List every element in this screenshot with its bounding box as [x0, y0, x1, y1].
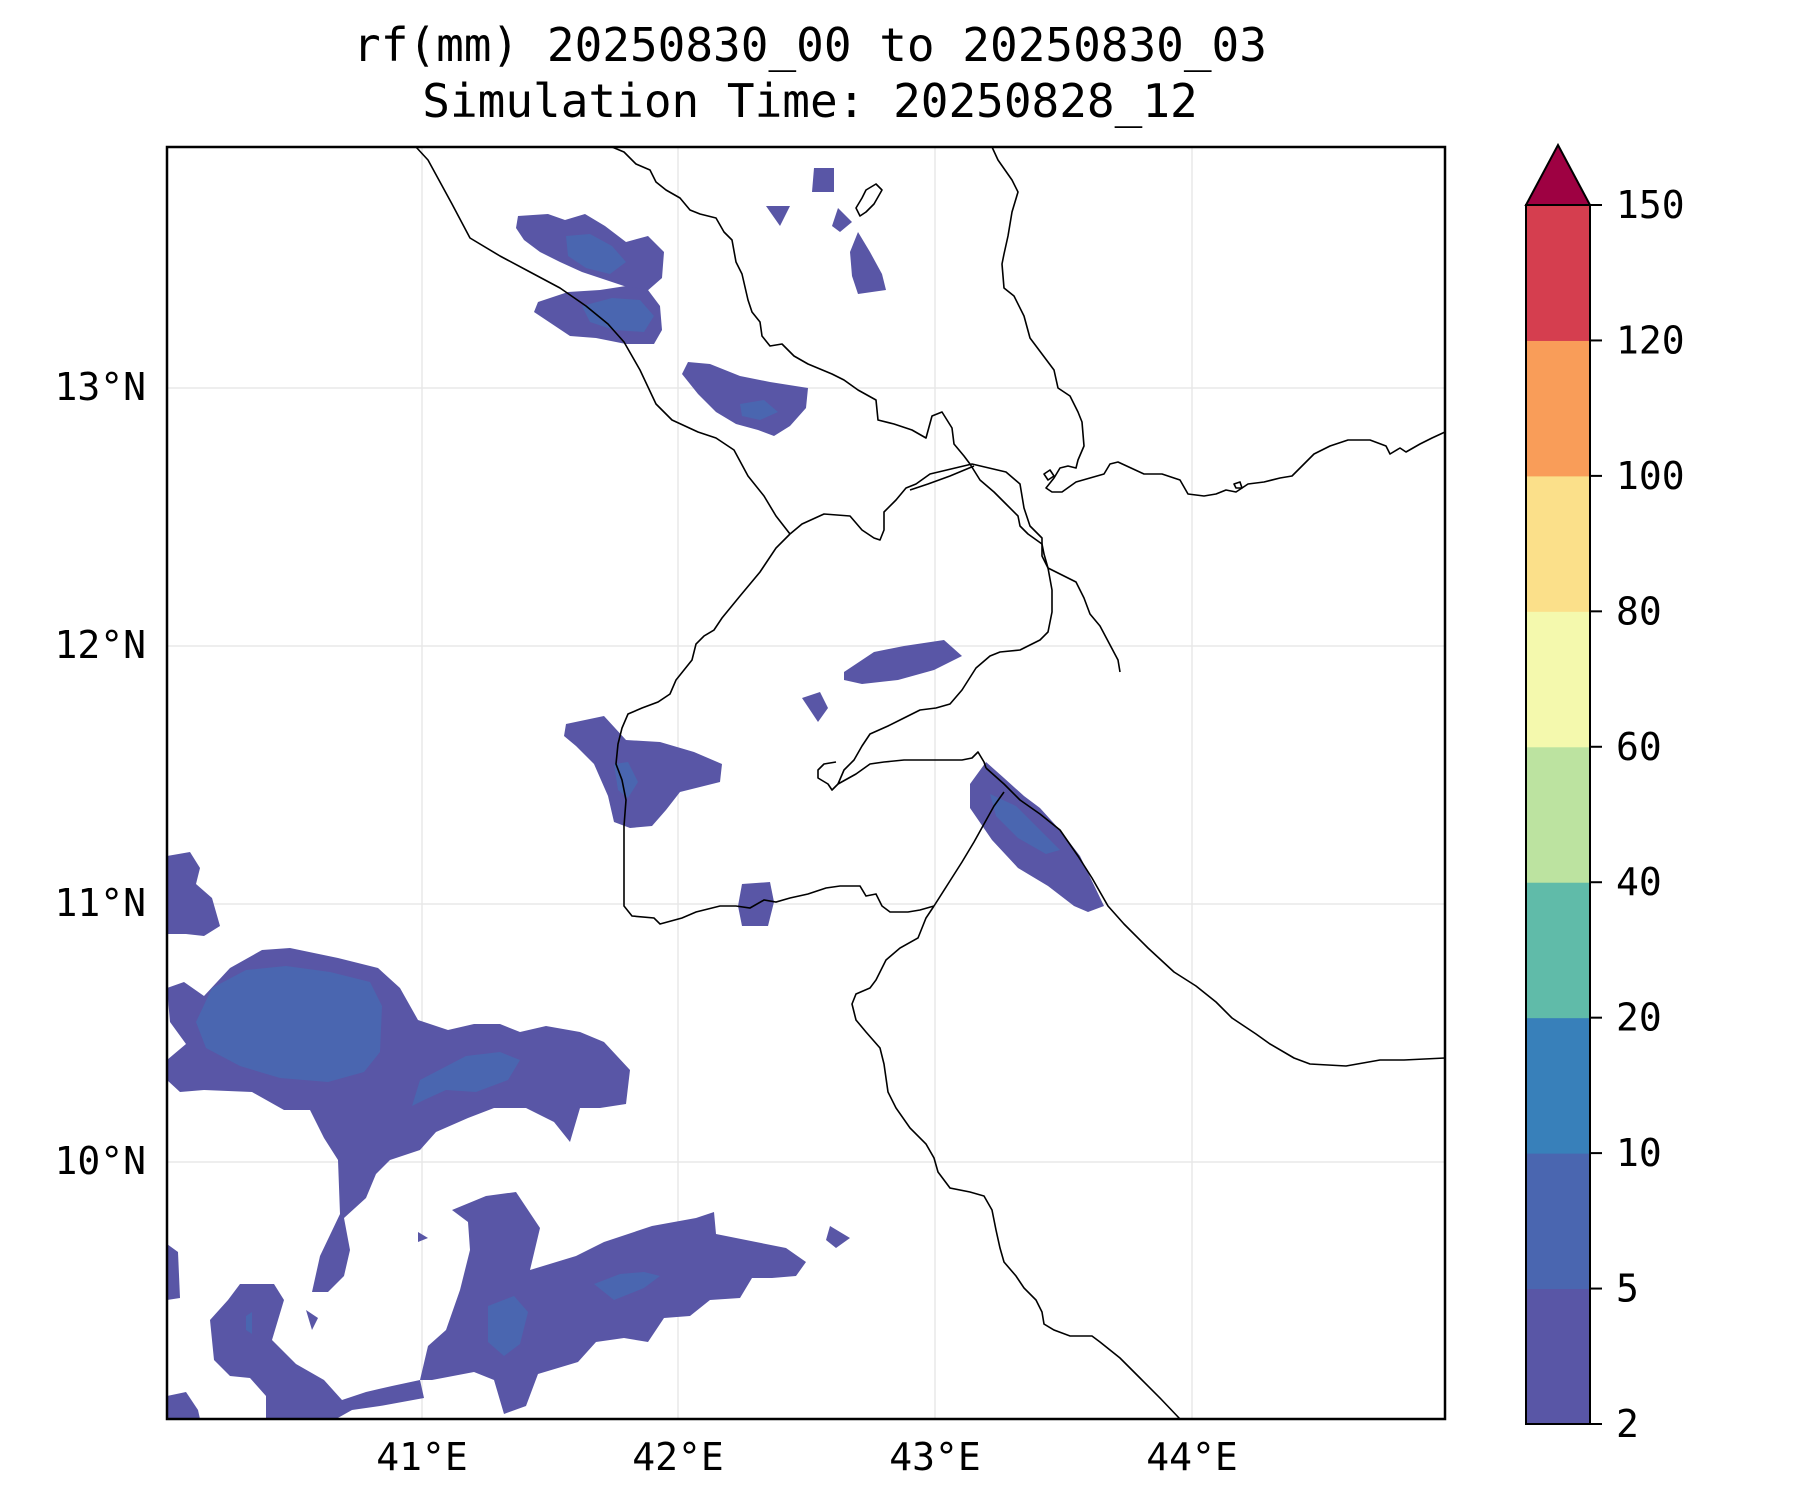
coastline	[415, 146, 791, 535]
rain-area	[812, 168, 834, 192]
colorbar-outline	[1525, 204, 1591, 1425]
rain-area	[566, 234, 626, 274]
colorbar-segment	[1526, 205, 1590, 341]
rain-area	[488, 1296, 528, 1356]
colorbar-tick-label: 20	[1616, 996, 1662, 1040]
colorbar-tick-label: 2	[1616, 1402, 1639, 1446]
rain-area	[167, 1244, 180, 1300]
rain-area	[682, 362, 808, 436]
coastline	[1043, 469, 1055, 481]
colorbar-segment	[1526, 746, 1590, 883]
rain-area	[614, 762, 638, 798]
coastline	[855, 183, 883, 217]
colorbar: 2 5 10 20 40 60 80 100 120 150	[1524, 142, 1685, 1446]
lat-ticks: 13°N 12°N 11°N 10°N	[54, 365, 146, 1183]
coastlines	[415, 146, 1446, 1067]
rain-area	[594, 1272, 660, 1300]
lat-tick-label: 10°N	[54, 1139, 146, 1183]
borders	[615, 465, 1181, 1420]
coastline	[817, 761, 839, 791]
rain-area	[582, 298, 654, 332]
coastline	[1233, 481, 1243, 489]
colorbar-segment	[1526, 1017, 1590, 1154]
coastline	[985, 767, 1446, 1067]
rain-area	[167, 852, 220, 936]
rain-area	[210, 1284, 424, 1419]
colorbar-tick-label: 60	[1616, 725, 1662, 769]
lat-tick-label: 13°N	[54, 365, 146, 409]
rain-area	[844, 640, 962, 684]
lon-tick-label: 41°E	[376, 1435, 468, 1479]
colorbar-segment	[1526, 611, 1590, 748]
rain-area	[167, 1392, 200, 1419]
colorbar-tick-label: 150	[1616, 183, 1685, 227]
map-subtitle: Simulation Time: 20250828_12	[422, 74, 1198, 128]
map-frame	[165, 145, 1447, 1421]
rain-area	[420, 1192, 806, 1414]
lat-tick-label: 11°N	[54, 881, 146, 925]
colorbar-tick-label: 10	[1616, 1131, 1662, 1175]
colorbar-tick-label: 5	[1616, 1267, 1639, 1311]
rain-area	[766, 206, 790, 226]
lon-tick-label: 43°E	[889, 1435, 981, 1479]
border	[909, 465, 975, 491]
coastline	[789, 463, 1049, 569]
coastline	[837, 567, 1053, 785]
lon-tick-label: 42°E	[632, 1435, 724, 1479]
colorbar-tick-label: 120	[1616, 318, 1685, 362]
lon-ticks: 41°E 42°E 43°E 44°E	[376, 1435, 1238, 1479]
colorbar-tick-label: 40	[1616, 860, 1662, 904]
rain-area	[418, 1232, 428, 1242]
border	[851, 905, 1181, 1420]
colorbar-extend-arrow	[1524, 142, 1592, 206]
rain-area	[826, 1226, 850, 1248]
map-background	[167, 147, 1445, 1419]
rain-area	[246, 1312, 252, 1334]
rain-area	[850, 232, 886, 294]
rain-area	[412, 1052, 520, 1106]
colorbar-segment	[1526, 882, 1590, 1019]
colorbar-segment	[1526, 475, 1590, 612]
rain-area	[564, 716, 722, 828]
coastline	[991, 146, 1446, 497]
colorbar-segment	[1526, 340, 1590, 477]
colorbar-tick-label: 100	[1616, 454, 1685, 498]
map-title: rf(mm) 20250830_00 to 20250830_03	[353, 18, 1267, 72]
lon-tick-label: 44°E	[1146, 1435, 1238, 1479]
colorbar-segment	[1526, 1288, 1590, 1425]
lat-tick-label: 12°N	[54, 623, 146, 667]
rain-area	[196, 966, 382, 1082]
rain-area	[802, 692, 828, 722]
rain-area	[832, 208, 852, 232]
rainfall-contours	[167, 168, 1104, 1419]
colorbar-tick-label: 80	[1616, 589, 1662, 633]
border	[615, 533, 935, 925]
rain-area	[740, 400, 778, 420]
coastline	[611, 146, 1121, 673]
colorbar-segment	[1526, 1153, 1590, 1290]
border	[933, 791, 1005, 907]
rain-area	[990, 794, 1060, 854]
rain-area	[306, 1310, 318, 1330]
